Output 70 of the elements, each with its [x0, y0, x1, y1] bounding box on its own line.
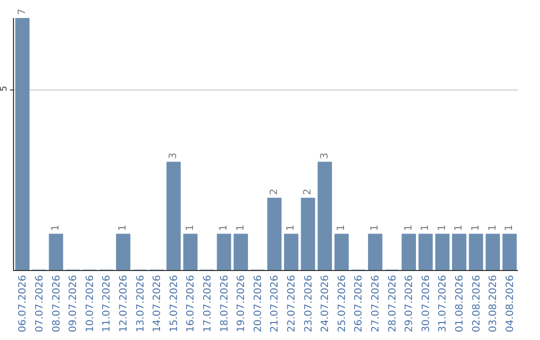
x-tick-label: 12.07.2026	[118, 275, 130, 332]
x-tick-label: 22.07.2026	[286, 275, 298, 332]
data-label: 1	[336, 224, 348, 231]
data-label: 1	[403, 224, 414, 231]
x-tick-label: 30.07.2026	[420, 275, 432, 332]
bar	[334, 234, 349, 270]
data-label: 1	[504, 224, 516, 231]
data-label: 1	[370, 224, 381, 231]
data-label: 3	[319, 152, 330, 159]
bar	[116, 234, 130, 270]
x-tick-label: 09.07.2026	[68, 275, 80, 332]
bar	[402, 234, 416, 270]
bar	[183, 234, 198, 270]
data-label: 1	[286, 224, 297, 231]
x-tick-label: 18.07.2026	[219, 275, 230, 332]
x-tick-label: 17.07.2026	[202, 275, 214, 332]
data-label: 7	[16, 8, 28, 15]
data-label: 1	[420, 224, 432, 231]
data-label: 1	[436, 224, 448, 231]
x-tick-label: 25.07.2026	[336, 275, 348, 332]
bar	[216, 234, 232, 270]
bar	[318, 162, 332, 270]
x-tick-label: 23.07.2026	[303, 275, 314, 332]
data-label: 1	[118, 224, 129, 231]
data-label: 1	[454, 224, 465, 231]
data-label: 1	[218, 224, 230, 231]
y-tick-label: 5	[0, 86, 10, 92]
x-tick-label: 10.07.2026	[84, 275, 96, 332]
bar	[502, 234, 517, 270]
x-tick-label: 15.07.2026	[168, 275, 180, 332]
x-tick-label: 08.07.2026	[51, 275, 62, 332]
bar	[435, 234, 450, 270]
x-tick-label: 14.07.2026	[152, 275, 164, 332]
bar	[468, 234, 484, 270]
x-tick-label: 07.07.2026	[34, 275, 46, 332]
bar	[234, 234, 248, 270]
x-tick-label: 28.07.2026	[387, 275, 398, 332]
x-tick-label: 19.07.2026	[236, 275, 248, 332]
data-label: 1	[50, 224, 62, 231]
x-tick-label: 21.07.2026	[270, 275, 281, 332]
bar	[486, 234, 500, 270]
bar	[284, 234, 298, 270]
x-tick-label: 24.07.2026	[320, 275, 332, 332]
x-tick-label: 01.08.2026	[454, 275, 466, 332]
data-label: 1	[184, 224, 196, 231]
bar	[166, 162, 181, 270]
x-tick-label: 13.07.2026	[135, 275, 146, 332]
x-tick-label: 02.08.2026	[471, 275, 482, 332]
x-tick-label: 26.07.2026	[354, 275, 365, 332]
bar	[452, 234, 466, 270]
x-tick-label: 27.07.2026	[370, 275, 382, 332]
bar	[368, 234, 382, 270]
x-tick-label: 03.08.2026	[488, 275, 500, 332]
data-label: 2	[302, 188, 314, 195]
data-label: 1	[487, 224, 498, 231]
x-tick-label: 11.07.2026	[102, 275, 113, 332]
bar	[418, 234, 433, 270]
bar	[267, 198, 282, 270]
data-label: 1	[235, 224, 246, 231]
bar	[48, 234, 64, 270]
x-tick-label: 04.08.2026	[504, 275, 516, 332]
x-tick-label: 06.07.2026	[18, 275, 29, 332]
data-label: 3	[168, 152, 180, 159]
x-tick-label: 16.07.2026	[186, 275, 197, 332]
bar	[300, 198, 316, 270]
data-label: 1	[470, 224, 482, 231]
x-tick-label: 29.07.2026	[404, 275, 416, 332]
data-label: 2	[268, 188, 280, 195]
x-tick-label: 31.07.2026	[438, 275, 449, 332]
x-tick-label: 20.07.2026	[252, 275, 264, 332]
